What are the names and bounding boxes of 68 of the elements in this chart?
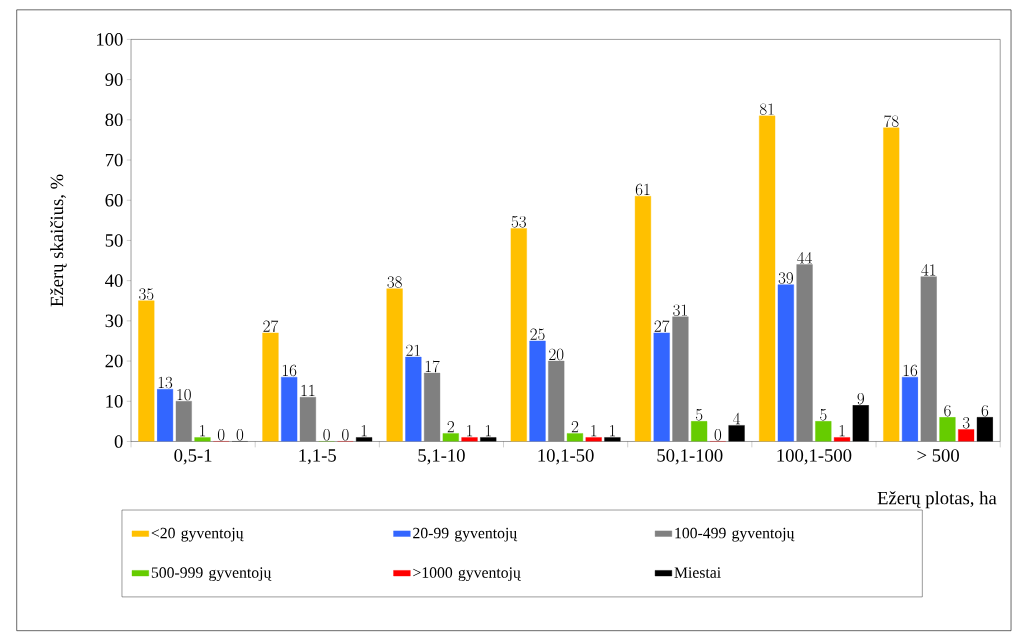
legend-label: 100-499 gyventojų: [675, 527, 795, 542]
x-tick-label: 5,1-10: [418, 449, 465, 465]
data-label: 1: [361, 425, 367, 437]
y-tick-label: 10: [106, 395, 123, 408]
y-tick-label: 80: [105, 113, 123, 127]
data-label: 1: [591, 425, 597, 437]
data-label: 0: [323, 429, 330, 441]
y-tick-label: 20: [105, 354, 123, 368]
data-label: 27: [263, 320, 279, 333]
y-tick-label: 40: [105, 274, 123, 288]
y-axis-title: Ežerų skaičius, %: [50, 174, 67, 307]
legend-label: Miestai: [674, 567, 721, 578]
data-label: 1: [610, 425, 616, 437]
data-label: 1: [485, 425, 491, 437]
data-label: 0: [217, 429, 225, 441]
y-tick-label: 60: [105, 194, 123, 207]
data-label: 1: [200, 425, 206, 437]
data-label: 0: [236, 429, 244, 441]
data-label: 5: [695, 409, 703, 421]
legend-label: >1000 gyventojų: [413, 567, 521, 582]
x-tick-label: > 500: [917, 449, 959, 462]
data-label: 6: [944, 405, 951, 417]
x-tick-label: 1,1-5: [299, 449, 336, 465]
data-label: 9: [857, 393, 864, 405]
data-label: 16: [282, 364, 297, 377]
data-label: 31: [673, 304, 687, 317]
y-tick-label: 30: [105, 314, 123, 328]
y-tick-label: 0: [114, 435, 123, 448]
data-label: 10: [177, 389, 191, 401]
data-label: 2: [447, 421, 454, 433]
data-label: 1: [839, 425, 845, 437]
data-label: 39: [778, 272, 793, 284]
legend-label: 20-99 gyventojų: [413, 527, 518, 542]
legend-label: 500-999 gyventojų: [151, 567, 272, 582]
data-label: 13: [158, 376, 173, 389]
legend-label: <20 gyventojų: [151, 527, 244, 542]
data-label: 44: [797, 252, 813, 264]
x-tick-label: 50,1-100: [657, 449, 723, 465]
data-label: 20: [549, 348, 564, 361]
x-tick-label: 0,5-1: [174, 449, 212, 465]
data-label: 4: [733, 413, 741, 425]
y-tick-label: 70: [105, 153, 123, 167]
data-label: 1: [467, 425, 473, 437]
data-label: 6: [981, 405, 989, 417]
data-label: 53: [511, 216, 526, 228]
y-tick-label: 100: [97, 33, 123, 46]
data-label: 17: [425, 360, 440, 373]
data-label: 5: [820, 409, 827, 421]
data-label: 2: [571, 421, 579, 433]
data-label: 0: [342, 429, 349, 441]
data-label: 41: [921, 264, 936, 276]
data-label: 61: [635, 183, 650, 196]
x-tick-label: 100,1-500: [777, 449, 852, 465]
data-label: 27: [654, 320, 670, 333]
x-tick-label: 10,1-50: [538, 449, 594, 465]
data-label: 3: [962, 417, 970, 429]
data-label: 16: [903, 364, 918, 377]
data-label: 35: [139, 288, 154, 301]
x-axis-title: Ežerų plotas, ha: [877, 491, 997, 509]
data-label: 38: [387, 276, 402, 288]
y-tick-label: 50: [105, 234, 123, 247]
data-label: 21: [406, 344, 420, 357]
y-tick-label: 90: [105, 73, 123, 87]
data-label: 11: [301, 385, 315, 397]
data-label: 78: [884, 115, 899, 128]
data-label: 0: [714, 429, 722, 441]
data-label: 25: [530, 328, 545, 341]
data-label: 81: [759, 103, 774, 116]
